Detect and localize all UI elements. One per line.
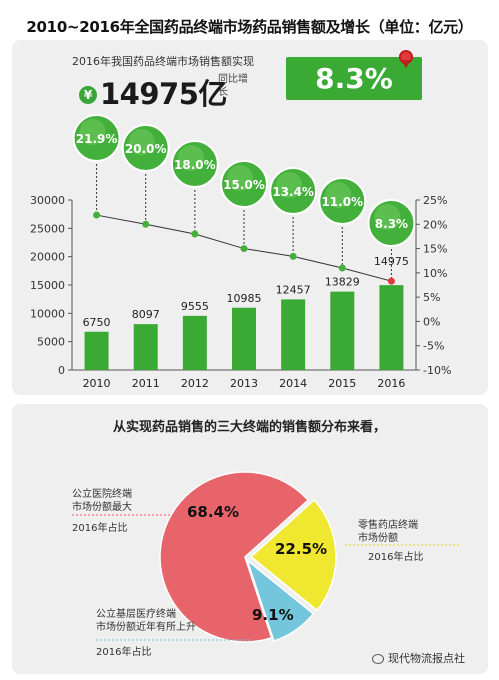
y2-tick-label: 10% <box>423 267 447 280</box>
bar <box>133 324 158 370</box>
bubble-label: 13.4% <box>272 185 314 199</box>
y2-tick-label: -10% <box>423 364 451 377</box>
hospital-line2: 市场份额最大 <box>72 502 132 513</box>
primary-annotation: 公立基层医疗终端 市场份额近年有所上升 <box>96 608 196 634</box>
y-tick-label: 20000 <box>30 251 65 264</box>
y2-tick-label: 5% <box>423 291 440 304</box>
growth-point <box>338 264 346 272</box>
bubble-label: 21.9% <box>76 132 118 146</box>
y2-tick-label: 15% <box>423 243 447 256</box>
summary-value: 14975亿 <box>100 77 227 111</box>
bubble-label: 11.0% <box>321 195 363 209</box>
growth-point <box>191 230 199 238</box>
yen-icon: ¥ <box>79 86 97 104</box>
growth-point <box>240 245 248 253</box>
yoy-label: 同比增长 <box>218 74 248 98</box>
ribbon-tail-icon <box>401 60 411 68</box>
y-tick-label: 0 <box>58 364 65 377</box>
pie-slice <box>245 558 315 642</box>
source-logo: 现代物流报点社 <box>372 650 465 666</box>
bubble-highlight <box>177 145 204 171</box>
x-tick-label: 2014 <box>279 377 307 390</box>
bubble-label: 20.0% <box>125 142 167 156</box>
bar <box>182 315 207 370</box>
bubble-label: 8.3% <box>375 217 408 231</box>
bar <box>84 331 109 370</box>
bubble-label: 15.0% <box>223 178 265 192</box>
y2-tick-label: -5% <box>423 340 444 353</box>
y-tick-label: 5000 <box>37 336 65 349</box>
x-tick-label: 2015 <box>328 377 356 390</box>
pie-title: 从实现药品销售的三大终端的销售额分布来看， <box>112 420 386 435</box>
bar <box>281 299 306 370</box>
y-tick-label: 25000 <box>30 222 65 235</box>
pie-label-hospital: 68.4% <box>187 503 240 521</box>
retail-line2: 市场份额 <box>358 533 398 544</box>
primary-note: 2016年占比 <box>96 647 152 658</box>
bubble-highlight <box>325 182 352 208</box>
summary-subtitle: 2016年我国药品终端市场销售额实现 <box>72 55 254 68</box>
x-tick-label: 2013 <box>230 377 258 390</box>
retail-line1: 零售药店终端 <box>358 520 418 531</box>
growth-point <box>142 220 150 228</box>
growth-badge: 8.3% <box>286 57 422 100</box>
growth-point <box>387 277 395 285</box>
bar-value-label: 9555 <box>181 300 209 313</box>
primary-line1: 公立基层医疗终端 <box>96 609 176 620</box>
y2-tick-label: 0% <box>423 315 440 328</box>
source-logo-text: 现代物流报点社 <box>388 652 465 665</box>
page-title: 2010~2016年全国药品终端市场药品销售额及增长（单位：亿元） <box>26 18 473 36</box>
bar-value-label: 8097 <box>132 308 160 321</box>
retail-annotation: 零售药店终端 市场份额 2016年占比 <box>358 519 423 564</box>
hospital-line1: 公立医院终端 <box>72 489 132 500</box>
y-tick-label: 15000 <box>30 279 65 292</box>
bubble-label: 18.0% <box>174 158 216 172</box>
hospital-annotation: 公立医院终端 市场份额最大 2016年占比 <box>72 488 132 535</box>
pie-label-primary: 9.1% <box>252 606 294 624</box>
bubble-highlight <box>374 204 401 230</box>
bubble-highlight <box>276 172 303 198</box>
bar-value-label: 10985 <box>227 292 262 305</box>
chat-bubble-icon <box>372 654 384 664</box>
x-tick-label: 2011 <box>132 377 160 390</box>
growth-point <box>93 211 101 219</box>
x-tick-label: 2012 <box>181 377 209 390</box>
pie-slice <box>249 498 337 612</box>
bubble-highlight <box>128 129 155 155</box>
bar-value-label: 6750 <box>83 316 111 329</box>
y-tick-label: 10000 <box>30 307 65 320</box>
pie-slice <box>159 471 310 643</box>
x-tick-label: 2016 <box>377 377 405 390</box>
pie-label-retail: 22.5% <box>275 540 328 558</box>
bar <box>379 285 404 370</box>
y-tick-label: 30000 <box>30 194 65 207</box>
y2-tick-label: 25% <box>423 194 447 207</box>
y2-tick-label: 20% <box>423 218 447 231</box>
hospital-note: 2016年占比 <box>72 523 128 534</box>
bubble-highlight <box>79 119 106 145</box>
retail-note: 2016年占比 <box>368 552 424 563</box>
x-tick-label: 2010 <box>83 377 111 390</box>
bar-value-label: 12457 <box>276 283 311 296</box>
bar <box>330 291 355 370</box>
bubble-highlight <box>227 165 253 191</box>
primary-line2: 市场份额近年有所上升 <box>96 622 196 633</box>
growth-point <box>289 252 297 260</box>
bar-value-label: 13829 <box>325 276 360 289</box>
bar <box>232 307 256 370</box>
